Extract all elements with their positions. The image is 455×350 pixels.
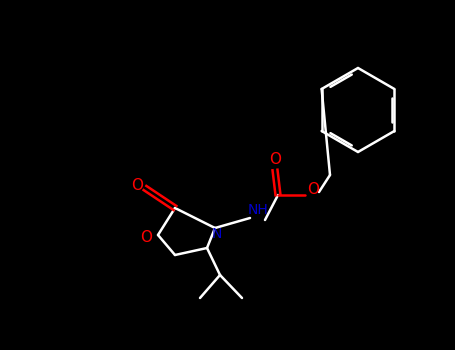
Text: O: O <box>131 178 143 194</box>
Text: O: O <box>269 153 281 168</box>
Text: O: O <box>307 182 319 197</box>
Text: N: N <box>212 227 222 241</box>
Text: NH: NH <box>248 203 268 217</box>
Text: O: O <box>140 230 152 245</box>
